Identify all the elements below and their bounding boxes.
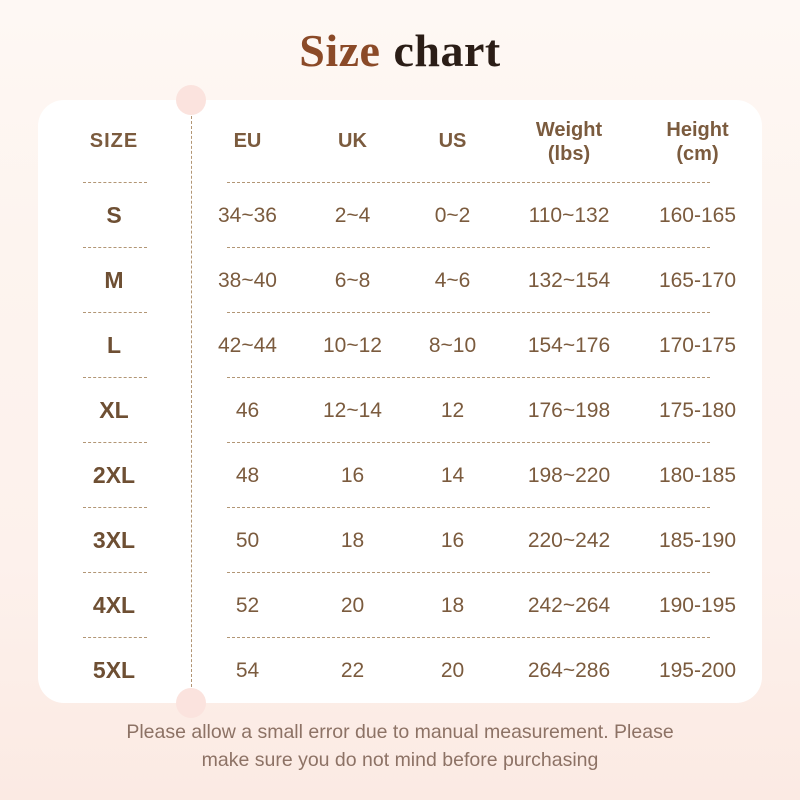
column-header-height-label: Height [666,118,729,141]
column-header-weight-label: Weight [535,118,603,141]
cell-weight: 198~220 [527,463,611,487]
page-title-dark: chart [393,25,501,76]
row-label: 3XL [92,527,136,553]
cell-eu: 54 [235,658,260,682]
page-title: Size chart [0,24,800,77]
table-header-row: SIZE EU UK US Weight (lbs) Height (cm) [38,100,762,183]
cell-us: 8~10 [428,333,477,357]
column-header-size: SIZE [89,130,139,152]
footer-note: Please allow a small error due to manual… [0,718,800,774]
cell-height: 175-180 [658,398,737,422]
column-header-weight: Weight (lbs) [505,118,633,166]
column-header-us: US [438,130,467,152]
table-row-5xl: 5XL 54 22 20 264~286 195-200 [38,638,762,703]
table-row-4xl: 4XL 52 20 18 242~264 190-195 [38,573,762,638]
cell-height: 160-165 [658,203,737,227]
row-label: M [104,267,124,293]
cell-us: 4~6 [434,268,471,292]
cell-eu: 34~36 [218,203,277,227]
cell-height: 195-200 [658,658,737,682]
column-header-eu: EU [233,130,262,152]
cell-weight: 110~132 [528,203,610,227]
cell-us: 12 [440,398,465,422]
cell-uk: 22 [340,658,365,682]
cell-uk: 16 [340,463,365,487]
cell-us: 14 [440,463,465,487]
decorative-dot-bottom [176,688,206,718]
column-divider-dashed-line [191,116,192,687]
cell-eu: 48 [235,463,260,487]
cell-eu: 46 [235,398,260,422]
column-header-height-unit: (cm) [676,142,719,165]
table-row-xl: XL 46 12~14 12 176~198 175-180 [38,378,762,443]
column-header-weight-unit: (lbs) [547,142,591,165]
cell-height: 190-195 [658,593,737,617]
cell-height: 180-185 [658,463,737,487]
cell-height: 165-170 [658,268,737,292]
cell-us: 0~2 [434,203,471,227]
cell-weight: 132~154 [527,268,611,292]
decorative-dot-top [176,85,206,115]
cell-uk: 18 [340,528,365,552]
cell-eu: 52 [235,593,260,617]
cell-eu: 50 [235,528,260,552]
cell-us: 18 [440,593,465,617]
table-row-s: S 34~36 2~4 0~2 110~132 160-165 [38,183,762,248]
cell-height: 185-190 [658,528,737,552]
row-label: 5XL [92,657,136,683]
cell-height: 170-175 [658,333,737,357]
cell-us: 20 [440,658,465,682]
table-row-l: L 42~44 10~12 8~10 154~176 170-175 [38,313,762,378]
row-label: L [106,332,122,358]
size-chart-card: SIZE EU UK US Weight (lbs) Height (cm) S… [38,85,762,718]
cell-eu: 38~40 [218,268,277,292]
row-label: XL [99,397,129,423]
column-header-height: Height (cm) [633,118,762,166]
cell-uk: 2~4 [334,203,371,227]
cell-eu: 42~44 [218,333,277,357]
table-row-3xl: 3XL 50 18 16 220~242 185-190 [38,508,762,573]
cell-us: 16 [440,528,465,552]
table-row-2xl: 2XL 48 16 14 198~220 180-185 [38,443,762,508]
column-header-uk: UK [338,130,367,152]
row-label: S [106,202,122,228]
table-row-m: M 38~40 6~8 4~6 132~154 165-170 [38,248,762,313]
cell-weight: 154~176 [527,333,611,357]
page-title-accent: Size [299,25,381,76]
row-label: 2XL [92,462,136,488]
footer-note-line2: make sure you do not mind before purchas… [201,749,599,771]
cell-weight: 176~198 [527,398,611,422]
cell-uk: 6~8 [334,268,371,292]
cell-weight: 220~242 [527,528,611,552]
cell-uk: 10~12 [323,333,382,357]
cell-uk: 20 [340,593,365,617]
cell-weight: 242~264 [527,593,611,617]
row-label: 4XL [92,592,136,618]
cell-weight: 264~286 [527,658,611,682]
cell-uk: 12~14 [323,398,382,422]
footer-note-line1: Please allow a small error due to manual… [126,721,674,743]
